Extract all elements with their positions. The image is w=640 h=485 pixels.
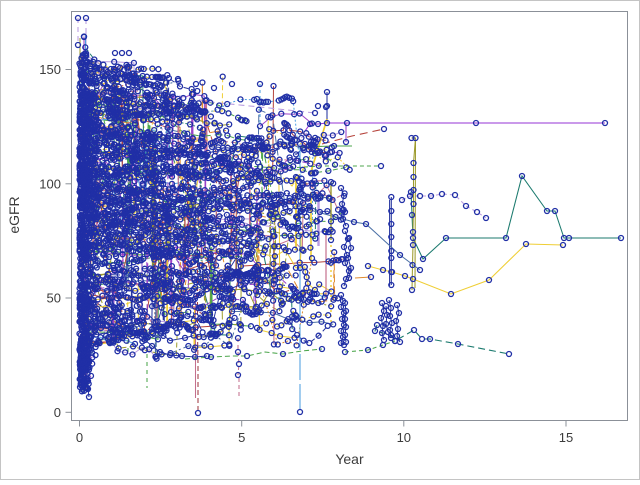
svg-text:0: 0	[76, 430, 83, 445]
svg-text:0: 0	[54, 405, 61, 420]
svg-text:100: 100	[39, 176, 61, 191]
svg-text:15: 15	[559, 430, 573, 445]
svg-text:Year: Year	[335, 451, 364, 467]
svg-text:50: 50	[47, 291, 61, 306]
svg-text:5: 5	[238, 430, 245, 445]
svg-text:eGFR: eGFR	[6, 196, 22, 233]
svg-text:10: 10	[397, 430, 411, 445]
svg-text:150: 150	[39, 62, 61, 77]
